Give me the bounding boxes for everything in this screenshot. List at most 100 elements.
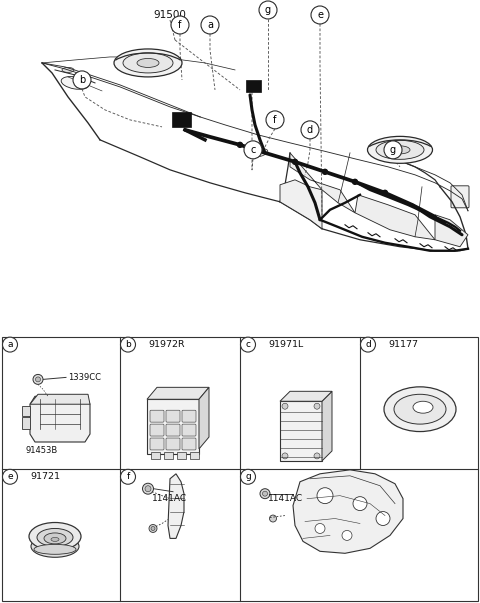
FancyBboxPatch shape — [177, 452, 186, 459]
Polygon shape — [168, 474, 184, 538]
Ellipse shape — [384, 387, 456, 432]
FancyBboxPatch shape — [182, 410, 196, 422]
Circle shape — [2, 469, 17, 484]
Text: a: a — [7, 340, 13, 349]
Circle shape — [376, 511, 390, 525]
Text: g: g — [390, 145, 396, 155]
Text: d: d — [365, 340, 371, 349]
Polygon shape — [30, 396, 90, 442]
Text: d: d — [307, 125, 313, 135]
Ellipse shape — [376, 140, 424, 159]
Circle shape — [301, 121, 319, 139]
Text: a: a — [207, 20, 213, 30]
Ellipse shape — [34, 545, 76, 554]
FancyBboxPatch shape — [166, 438, 180, 450]
Polygon shape — [435, 215, 468, 247]
Polygon shape — [30, 394, 90, 404]
FancyBboxPatch shape — [164, 452, 173, 459]
Text: b: b — [79, 75, 85, 85]
Text: 1141AC: 1141AC — [152, 494, 187, 503]
Ellipse shape — [252, 149, 268, 157]
Circle shape — [143, 483, 154, 494]
Circle shape — [292, 159, 298, 165]
Circle shape — [244, 141, 262, 159]
Text: e: e — [7, 472, 13, 481]
Circle shape — [315, 523, 325, 534]
Text: f: f — [178, 20, 182, 30]
Circle shape — [120, 469, 135, 484]
FancyBboxPatch shape — [2, 336, 478, 601]
Circle shape — [260, 488, 270, 499]
FancyBboxPatch shape — [22, 406, 30, 416]
Text: 1339CC: 1339CC — [68, 373, 101, 382]
FancyBboxPatch shape — [151, 452, 160, 459]
FancyBboxPatch shape — [22, 417, 30, 429]
Circle shape — [263, 491, 267, 496]
Text: b: b — [125, 340, 131, 349]
Ellipse shape — [394, 394, 446, 424]
Text: 91500: 91500 — [154, 10, 186, 20]
Circle shape — [73, 71, 91, 89]
Circle shape — [352, 179, 358, 185]
Text: c: c — [250, 145, 256, 155]
Text: g: g — [245, 472, 251, 481]
Polygon shape — [355, 195, 435, 240]
Text: f: f — [273, 115, 276, 125]
Circle shape — [149, 525, 157, 532]
FancyBboxPatch shape — [182, 424, 196, 436]
Ellipse shape — [61, 77, 89, 89]
Text: c: c — [245, 340, 251, 349]
Polygon shape — [199, 387, 209, 449]
Circle shape — [384, 141, 402, 159]
Polygon shape — [147, 387, 209, 399]
Ellipse shape — [123, 53, 173, 73]
Circle shape — [383, 191, 387, 195]
Circle shape — [314, 453, 320, 459]
FancyBboxPatch shape — [147, 399, 199, 454]
Circle shape — [323, 169, 327, 174]
Circle shape — [33, 374, 43, 384]
Ellipse shape — [368, 136, 432, 163]
Text: f: f — [126, 472, 130, 481]
Text: 91177: 91177 — [388, 340, 418, 349]
Circle shape — [240, 469, 255, 484]
FancyBboxPatch shape — [451, 186, 469, 208]
FancyBboxPatch shape — [280, 401, 322, 461]
Circle shape — [269, 515, 276, 522]
Circle shape — [238, 142, 242, 147]
Ellipse shape — [44, 533, 66, 544]
Circle shape — [201, 16, 219, 34]
FancyBboxPatch shape — [150, 424, 164, 436]
Polygon shape — [293, 470, 403, 554]
Polygon shape — [322, 391, 332, 461]
FancyBboxPatch shape — [245, 80, 261, 92]
Ellipse shape — [29, 522, 81, 551]
FancyBboxPatch shape — [166, 424, 180, 436]
Circle shape — [171, 16, 189, 34]
FancyBboxPatch shape — [150, 410, 164, 422]
Text: 91453B: 91453B — [25, 446, 57, 455]
Circle shape — [342, 531, 352, 540]
Circle shape — [282, 453, 288, 459]
Circle shape — [317, 488, 333, 504]
Polygon shape — [290, 153, 355, 213]
Ellipse shape — [37, 528, 73, 546]
Ellipse shape — [114, 49, 182, 77]
FancyBboxPatch shape — [190, 452, 199, 459]
Polygon shape — [280, 180, 322, 229]
Circle shape — [145, 486, 151, 491]
FancyBboxPatch shape — [182, 438, 196, 450]
Circle shape — [360, 337, 375, 352]
Ellipse shape — [413, 401, 433, 413]
Circle shape — [282, 403, 288, 409]
Circle shape — [36, 377, 40, 382]
Circle shape — [2, 337, 17, 352]
Ellipse shape — [390, 146, 410, 154]
Circle shape — [151, 526, 155, 531]
Circle shape — [120, 337, 135, 352]
Text: 91721: 91721 — [30, 472, 60, 481]
Text: 1141AC: 1141AC — [268, 494, 303, 503]
FancyBboxPatch shape — [171, 112, 191, 127]
Text: 91971L: 91971L — [268, 340, 303, 349]
FancyBboxPatch shape — [150, 438, 164, 450]
